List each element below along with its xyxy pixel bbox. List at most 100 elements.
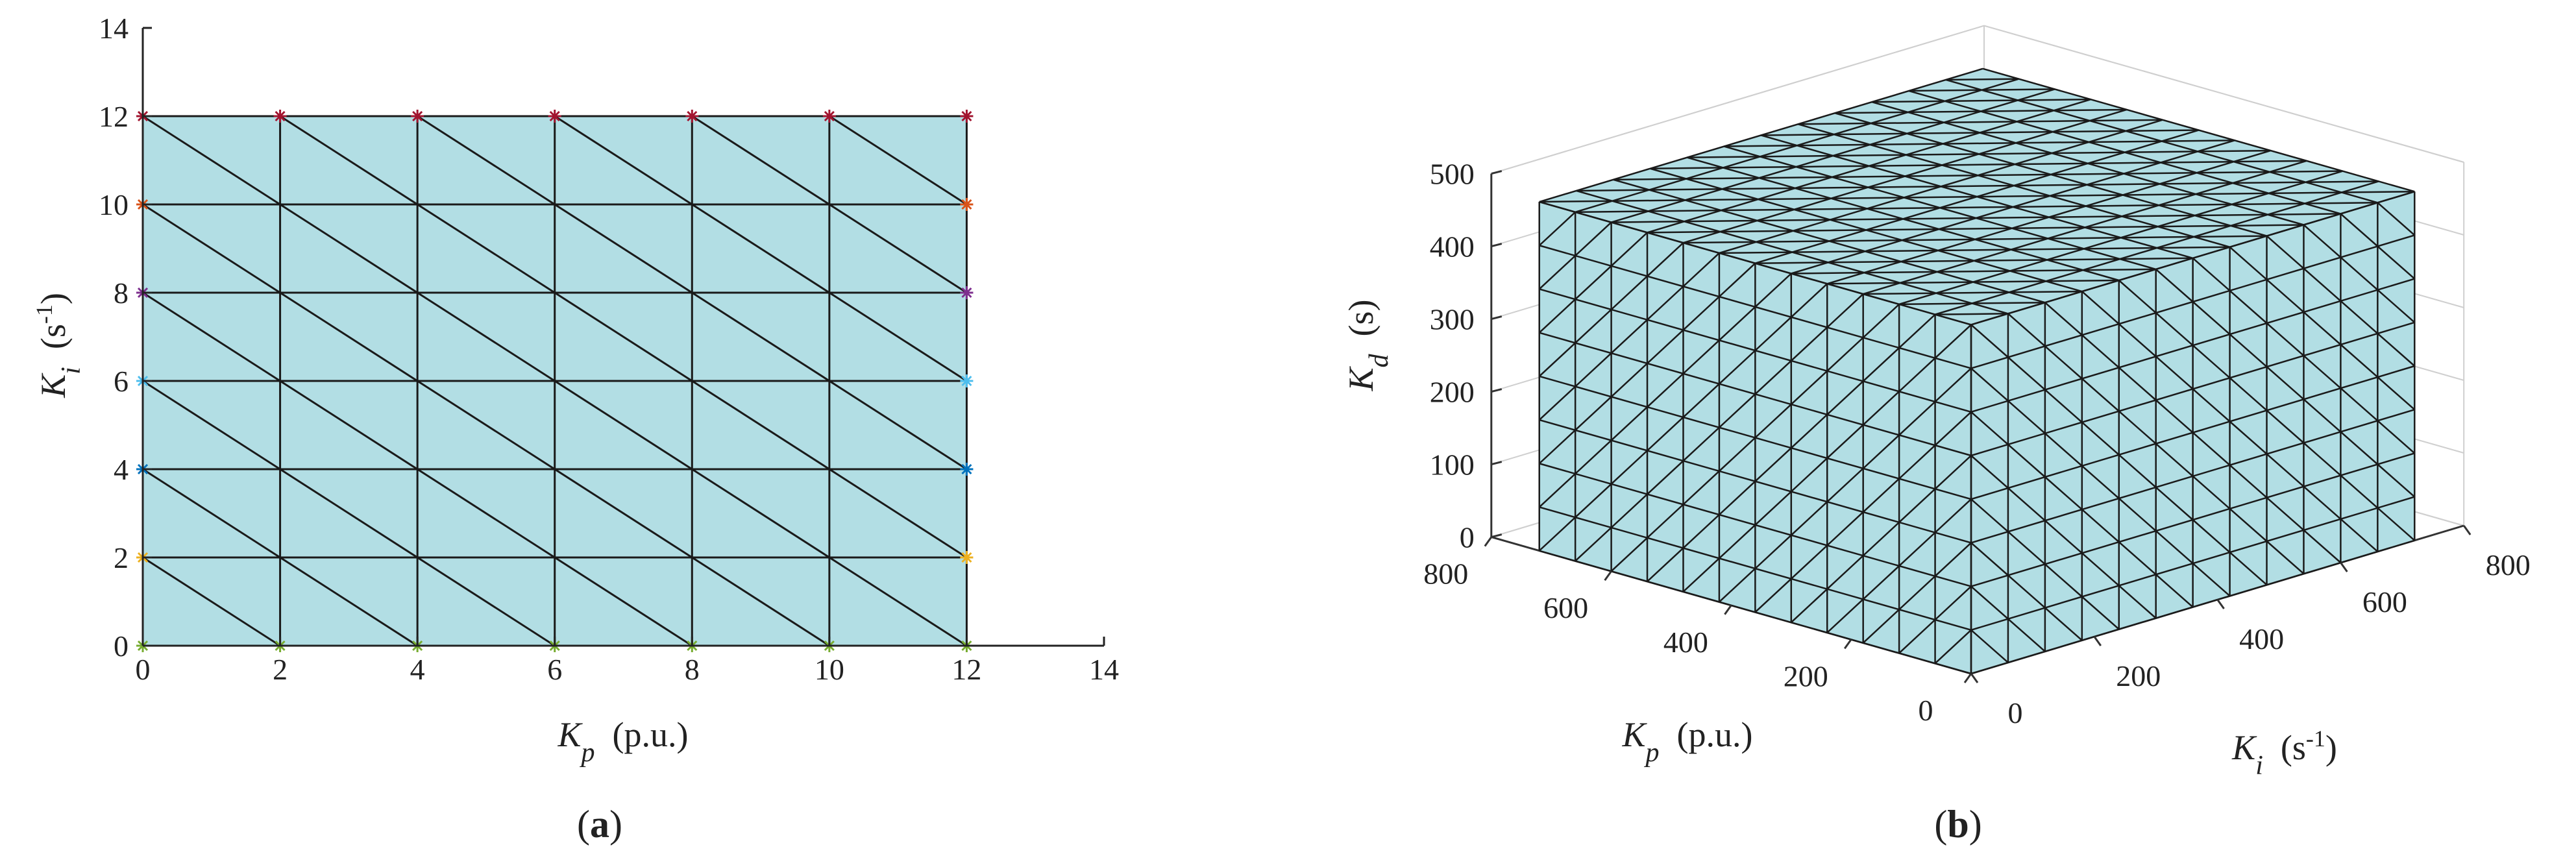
z-axis-label-part: d [1364, 353, 1394, 367]
mesh-diagonal [2089, 140, 2162, 143]
mesh-diagonal [2011, 226, 2085, 230]
mesh-diagonal [1754, 447, 1792, 482]
y-axis-label-part: (s [2263, 728, 2306, 767]
y-tick-label: 200 [2116, 659, 2161, 692]
mesh-diagonal [1865, 249, 1939, 252]
mesh-diagonal [691, 291, 830, 382]
caption: (a) [577, 803, 622, 846]
mesh-diagonal [1576, 189, 1650, 192]
mesh-diagonal [1936, 291, 2009, 294]
x-tick [1604, 570, 1612, 581]
mesh-diagonal [1905, 174, 1978, 177]
mesh-diagonal [1685, 198, 1758, 201]
mesh-diagonal [1898, 357, 1936, 393]
mesh-diagonal [1754, 316, 1792, 352]
mesh-diagonal [1826, 337, 1864, 372]
mesh-diagonal [2229, 421, 2268, 455]
mesh-diagonal [2120, 236, 2194, 239]
mesh-diagonal [1862, 391, 1900, 426]
mesh-diagonal [2007, 487, 2046, 522]
x-tick [1724, 604, 1732, 615]
node-marker [960, 374, 974, 387]
mesh-diagonal [2270, 170, 2343, 173]
mesh-diagonal [2303, 398, 2342, 433]
mesh-diagonal [1901, 260, 1974, 263]
x-tick [1843, 639, 1852, 650]
mesh-diagonal [1610, 450, 1648, 485]
mesh-diagonal [1647, 547, 1684, 582]
mesh-diagonal [2046, 258, 2120, 261]
caption-part: b [1947, 803, 1969, 846]
mesh-diagonal [1866, 228, 1939, 231]
mesh-diagonal [2081, 334, 2120, 369]
mesh-diagonal [1720, 230, 1793, 233]
mesh-diagonal [2122, 214, 2195, 217]
mesh-diagonal [2118, 280, 2157, 314]
y-tick-label: 0 [2008, 696, 2023, 729]
mesh-diagonal [1719, 306, 1756, 341]
mesh-diagonal [2081, 465, 2120, 499]
y-tick-label: 400 [2239, 622, 2284, 655]
y-tick [2093, 636, 2102, 646]
y-tick-label: 2 [114, 541, 129, 574]
mesh-diagonal [1761, 133, 1834, 136]
mesh-diagonal [1970, 455, 2009, 489]
x-tick [1963, 673, 1972, 683]
mesh-diagonal [1647, 417, 1684, 452]
mesh-diagonal [1719, 437, 1756, 472]
mesh-diagonal [1946, 78, 2019, 81]
mesh-diagonal [554, 115, 693, 206]
y-tick-label: 8 [114, 276, 129, 310]
z-tick [1491, 243, 1503, 248]
y-axis-label: Ki (s-1) [31, 293, 86, 398]
mesh-diagonal [1754, 273, 1792, 308]
mesh-diagonal [1647, 460, 1684, 495]
mesh-diagonal [1756, 240, 1830, 243]
mesh-diagonal [1872, 100, 1945, 103]
mesh-diagonal [2155, 312, 2194, 347]
mesh-diagonal [1829, 239, 1902, 242]
mesh-diagonal [1798, 122, 1871, 125]
mesh-diagonal [1862, 609, 1900, 644]
mesh-diagonal [1682, 426, 1720, 462]
mesh-diagonal [1754, 491, 1792, 526]
mesh-diagonal [2305, 180, 2379, 183]
mesh-diagonal [1934, 542, 1972, 577]
x-axis-label-part: p [580, 738, 595, 768]
mesh-diagonal [1754, 360, 1792, 395]
caption-part: ) [609, 803, 622, 846]
mesh-diagonal [1900, 281, 1974, 284]
mesh-diagonal [2340, 344, 2379, 378]
mesh-diagonal [2192, 345, 2231, 379]
mesh-diagonal [1970, 498, 2009, 533]
mesh-diagonal [1755, 262, 1828, 264]
mesh-diagonal [2231, 224, 2304, 227]
mesh-diagonal [2377, 245, 2416, 280]
mesh-diagonal [1934, 585, 1972, 620]
node-marker [273, 110, 287, 123]
mesh-diagonal [2118, 585, 2157, 619]
y-axis-label: Ki (s-1) [2231, 726, 2337, 781]
mesh-diagonal [1934, 411, 1972, 446]
mesh-diagonal [2192, 563, 2231, 597]
mesh-diagonal [279, 291, 418, 382]
node-marker [960, 463, 974, 476]
mesh-diagonal [2192, 432, 2231, 466]
y-axis-label-part: K [2231, 728, 2257, 767]
y-axis-label-part: i [56, 367, 86, 374]
mesh-diagonal [1898, 488, 1936, 523]
mesh-diagonal [2009, 290, 2082, 293]
mesh-diagonal [1898, 619, 1936, 654]
mesh-diagonal [1826, 511, 1864, 546]
mesh-diagonal [2194, 235, 2267, 238]
mesh-diagonal [2233, 160, 2307, 163]
mesh-diagonal [2303, 311, 2342, 345]
mesh-diagonal [1862, 521, 1900, 557]
mesh-diagonal [2118, 410, 2157, 445]
mesh-diagonal [1538, 211, 1576, 247]
mesh-diagonal [2192, 301, 2231, 336]
mesh-diagonal [1796, 165, 1869, 168]
mesh-diagonal [1942, 163, 2015, 166]
mesh-diagonal [2266, 235, 2305, 269]
